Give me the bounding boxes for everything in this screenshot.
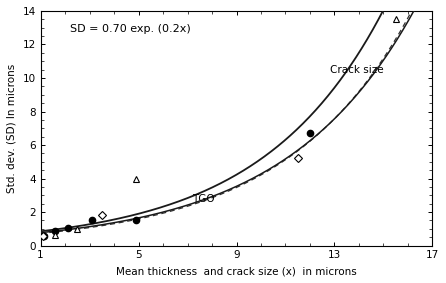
Y-axis label: Std. dev. (SD) In microns: Std. dev. (SD) In microns [7,64,17,193]
Text: SD = 0.70 exp. (0.2x): SD = 0.70 exp. (0.2x) [70,24,191,34]
Text: TGO: TGO [192,194,215,204]
Text: Crack size: Crack size [330,65,383,75]
X-axis label: Mean thickness  and crack size (x)  in microns: Mean thickness and crack size (x) in mic… [116,266,357,276]
